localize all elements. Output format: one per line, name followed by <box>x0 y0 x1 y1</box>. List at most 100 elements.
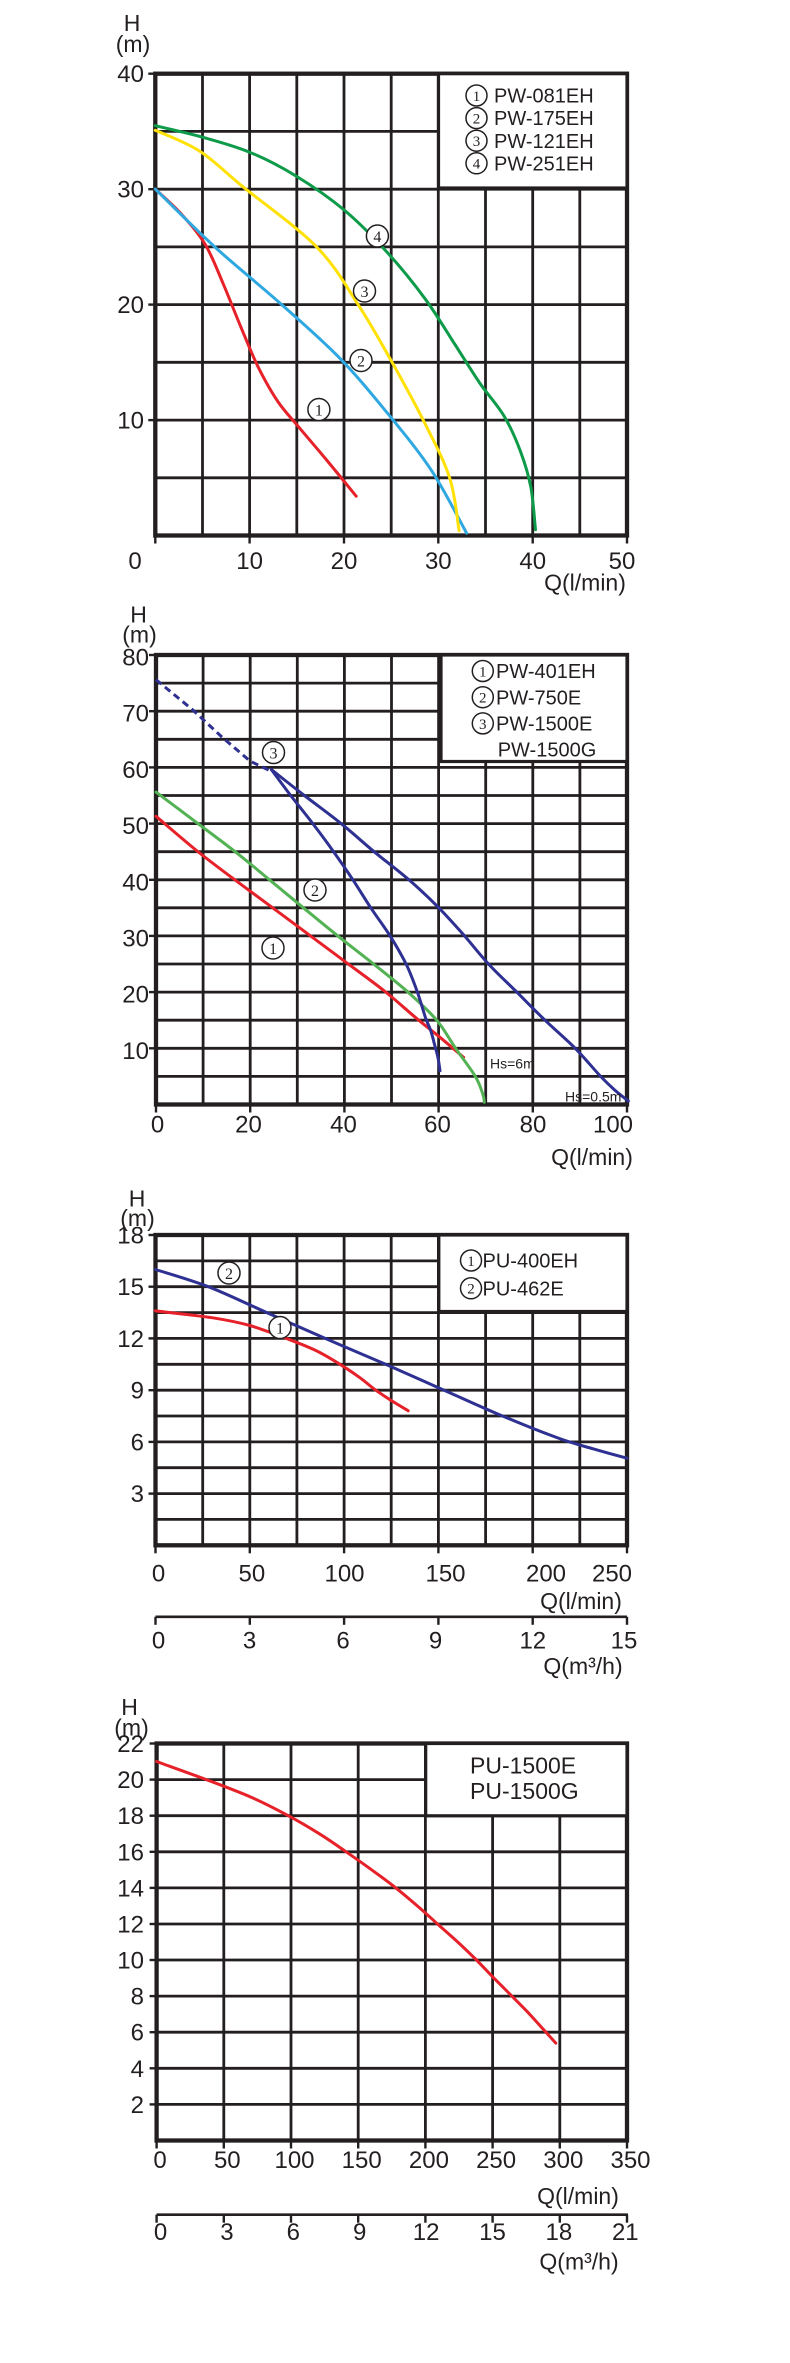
svg-text:1: 1 <box>473 89 481 105</box>
svg-text:1: 1 <box>467 1254 475 1270</box>
svg-text:8: 8 <box>131 1984 144 2011</box>
svg-text:6: 6 <box>336 1628 349 1655</box>
svg-text:1: 1 <box>269 941 277 958</box>
svg-text:Hs=6m: Hs=6m <box>490 1056 535 1072</box>
svg-text:4: 4 <box>473 157 481 173</box>
svg-text:150: 150 <box>342 2147 382 2174</box>
svg-text:12: 12 <box>413 2219 440 2246</box>
svg-text:40: 40 <box>519 548 546 575</box>
svg-text:Q(l/min): Q(l/min) <box>551 1144 633 1170</box>
svg-text:40: 40 <box>122 869 149 896</box>
svg-text:PW-1500G: PW-1500G <box>498 740 597 762</box>
svg-text:Q(l/min): Q(l/min) <box>540 1588 622 1614</box>
svg-text:PU-1500E: PU-1500E <box>470 1753 576 1779</box>
svg-text:12: 12 <box>519 1628 546 1655</box>
svg-text:300: 300 <box>543 2147 583 2174</box>
svg-text:100: 100 <box>324 1561 364 1588</box>
svg-text:100: 100 <box>274 2147 314 2174</box>
svg-text:2: 2 <box>357 353 365 370</box>
svg-text:9: 9 <box>353 2219 366 2246</box>
svg-text:0: 0 <box>153 2147 166 2174</box>
svg-text:50: 50 <box>214 2147 241 2174</box>
svg-text:2: 2 <box>479 691 487 707</box>
svg-text:10: 10 <box>117 1948 144 1975</box>
svg-text:100: 100 <box>593 1112 633 1139</box>
svg-text:200: 200 <box>526 1561 566 1588</box>
svg-text:0: 0 <box>151 1112 164 1139</box>
svg-text:14: 14 <box>117 1875 144 1902</box>
svg-text:10: 10 <box>117 408 144 435</box>
svg-text:H: H <box>124 10 141 36</box>
svg-text:3: 3 <box>473 134 481 150</box>
svg-text:Q(l/min): Q(l/min) <box>537 2183 619 2209</box>
svg-text:(m): (m) <box>114 1715 148 1741</box>
svg-text:3: 3 <box>361 284 369 301</box>
svg-text:20: 20 <box>235 1112 262 1139</box>
svg-text:30: 30 <box>117 177 144 204</box>
svg-text:Q(m³/h): Q(m³/h) <box>539 2249 618 2275</box>
svg-text:18: 18 <box>117 1223 144 1250</box>
svg-text:H: H <box>121 1694 138 1720</box>
svg-text:3: 3 <box>131 1481 144 1508</box>
svg-text:150: 150 <box>425 1561 465 1588</box>
svg-text:PU-400EH: PU-400EH <box>483 1251 579 1273</box>
svg-text:2: 2 <box>311 883 319 900</box>
svg-text:50: 50 <box>239 1561 266 1588</box>
svg-text:60: 60 <box>122 757 149 784</box>
svg-text:15: 15 <box>611 1628 638 1655</box>
svg-text:6: 6 <box>131 1429 144 1456</box>
svg-text:H: H <box>130 602 147 628</box>
svg-text:2: 2 <box>473 112 481 128</box>
svg-text:1: 1 <box>315 402 323 419</box>
svg-text:(m): (m) <box>122 622 156 648</box>
svg-text:PW-401EH: PW-401EH <box>496 661 596 683</box>
svg-text:2: 2 <box>225 1266 233 1283</box>
svg-text:PW-1500E: PW-1500E <box>496 714 592 736</box>
svg-text:PW-081EH: PW-081EH <box>494 86 594 108</box>
svg-text:Q(m³/h): Q(m³/h) <box>543 1653 622 1679</box>
svg-text:0: 0 <box>152 1561 165 1588</box>
svg-text:2: 2 <box>131 2092 144 2119</box>
svg-text:80: 80 <box>122 645 149 672</box>
svg-text:50: 50 <box>122 813 149 840</box>
svg-text:PW-750E: PW-750E <box>496 687 581 709</box>
svg-text:10: 10 <box>122 1038 149 1065</box>
svg-text:20: 20 <box>117 292 144 319</box>
svg-text:70: 70 <box>122 701 149 728</box>
svg-text:3: 3 <box>270 745 278 762</box>
svg-text:18: 18 <box>117 1803 144 1830</box>
svg-text:18: 18 <box>546 2219 573 2246</box>
svg-text:(m): (m) <box>116 31 150 57</box>
svg-text:12: 12 <box>117 1326 144 1353</box>
svg-text:9: 9 <box>429 1628 442 1655</box>
svg-text:15: 15 <box>479 2219 506 2246</box>
svg-text:200: 200 <box>409 2147 449 2174</box>
svg-text:3: 3 <box>243 1628 256 1655</box>
svg-text:12: 12 <box>117 1912 144 1939</box>
svg-text:30: 30 <box>122 926 149 953</box>
svg-text:0: 0 <box>152 1628 165 1655</box>
svg-text:6: 6 <box>131 2020 144 2047</box>
svg-text:21: 21 <box>612 2219 639 2246</box>
svg-text:250: 250 <box>592 1561 632 1588</box>
svg-text:4: 4 <box>131 2056 144 2083</box>
svg-text:40: 40 <box>330 1112 357 1139</box>
svg-text:9: 9 <box>131 1378 144 1405</box>
svg-text:3: 3 <box>479 717 487 733</box>
svg-text:6: 6 <box>287 2219 300 2246</box>
svg-text:PW-175EH: PW-175EH <box>494 108 594 130</box>
svg-text:(m): (m) <box>120 1205 154 1231</box>
svg-text:3: 3 <box>220 2219 233 2246</box>
svg-text:PW-251EH: PW-251EH <box>494 153 594 175</box>
svg-text:0: 0 <box>154 2219 167 2246</box>
svg-text:Q(l/min): Q(l/min) <box>544 570 626 596</box>
svg-text:PU-1500G: PU-1500G <box>470 1778 579 1804</box>
svg-text:20: 20 <box>331 548 358 575</box>
svg-text:15: 15 <box>117 1274 144 1301</box>
svg-text:PW-121EH: PW-121EH <box>494 131 594 153</box>
svg-text:16: 16 <box>117 1839 144 1866</box>
svg-text:PU-462E: PU-462E <box>483 1278 564 1300</box>
svg-text:H: H <box>129 1186 146 1212</box>
svg-text:2: 2 <box>467 1282 475 1298</box>
svg-text:22: 22 <box>117 1731 144 1758</box>
